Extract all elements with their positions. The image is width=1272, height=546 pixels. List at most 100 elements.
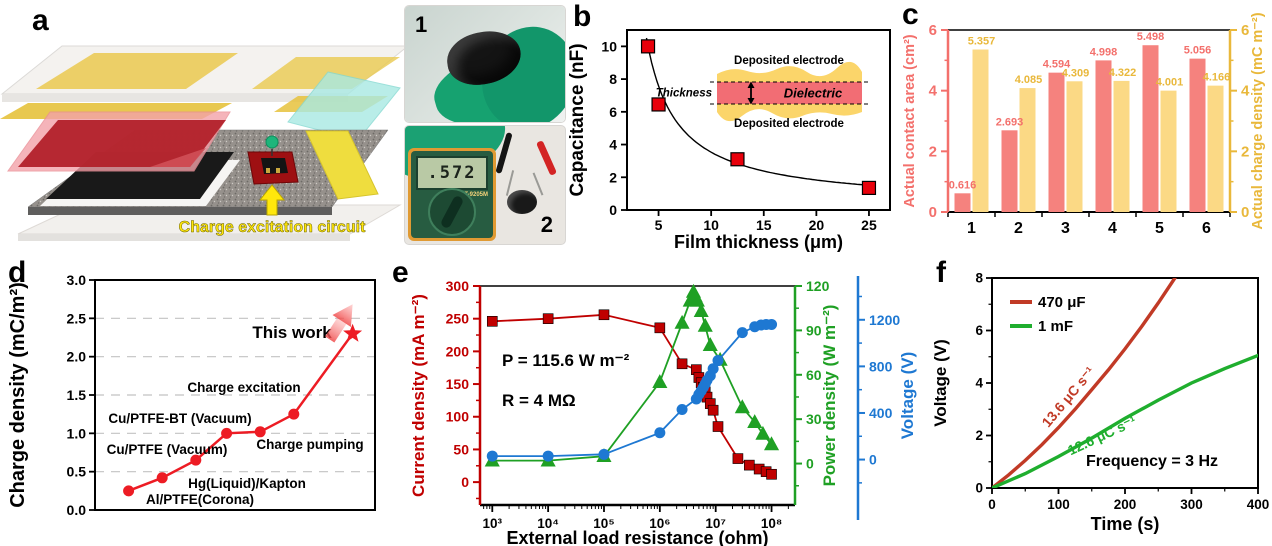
y-tick-label: 4	[1241, 83, 1250, 100]
y-tick-label: 120	[806, 278, 830, 294]
x-tick-label: 5	[655, 217, 663, 233]
capacitor-charging-chart: 0 100 200 300 400 0 2 4 6 8 470 μF 1 mF 13.6 μC s⁻¹1…	[931, 271, 1269, 535]
x-tick-label: 200	[1114, 497, 1137, 512]
data-point	[734, 399, 750, 414]
arrow-head	[747, 98, 755, 105]
data-point	[744, 459, 755, 471]
exploded-stack: Charge excitation circuit	[0, 45, 410, 241]
y-tick-label: 250	[446, 311, 470, 327]
panel-a-label: a	[32, 4, 49, 37]
series-line	[492, 289, 773, 462]
red-probe-tip	[532, 172, 544, 196]
load-resistance-chart: 10³ 10⁴ 10⁵ 10⁶ 10⁷ 10⁸ 0 50 100 150 200 250 300 0 30 6…	[409, 276, 917, 546]
point-annotation: Hg(Liquid)/Kapton	[188, 476, 306, 491]
data-point	[542, 450, 554, 462]
bar	[1142, 45, 1159, 213]
data-point	[861, 180, 877, 196]
device-schematic: Charge excitation circuit	[0, 45, 410, 241]
data-point	[736, 327, 748, 339]
legend-label: 470 μF	[1038, 294, 1086, 311]
sample-disc	[507, 190, 537, 214]
bar	[1048, 72, 1065, 212]
panel-e-label: e	[392, 256, 409, 289]
red-probe	[535, 140, 558, 176]
point-annotation: Charge excitation	[187, 380, 300, 395]
legend-label: 1 mF	[1038, 318, 1073, 335]
trend-arrow-icon	[325, 304, 353, 343]
data-point	[712, 355, 724, 367]
data-point	[766, 468, 777, 480]
bar	[1160, 90, 1177, 212]
y-tick-label: 2	[609, 169, 617, 185]
y-tick-label: 1200	[869, 312, 900, 328]
data-point	[755, 425, 771, 440]
y-tick-label: 6	[1241, 22, 1249, 39]
y-tick-label: 6	[975, 323, 983, 338]
bar	[972, 49, 989, 212]
y-tick-label: 6	[609, 104, 617, 120]
x-tick-label: 10⁷	[705, 516, 726, 531]
annotation: R = 4 MΩ	[502, 391, 576, 410]
y-tick-label: 200	[446, 343, 470, 359]
plot-frame	[626, 29, 891, 211]
data-point	[732, 453, 744, 464]
x-tick-label: 10⁵	[593, 516, 614, 531]
data-point	[693, 303, 709, 317]
data-point	[598, 309, 610, 321]
x-tick-label: 25	[861, 217, 877, 233]
top-electrode-left	[36, 53, 238, 89]
value-label: 4.166	[1203, 72, 1231, 84]
data-point	[707, 363, 719, 375]
y-tick-label: 90	[806, 322, 822, 338]
multimeter-face: .572 DT-9205M	[411, 151, 493, 238]
point-annotation: Cu/PTFE (Vacuum)	[107, 442, 228, 457]
series-group	[992, 278, 1258, 488]
point-annotation: This work	[252, 323, 332, 342]
dielectric-inset: Deposited electrode Deposited electrode Di…	[656, 55, 868, 130]
x-tick-label: 10³	[483, 516, 503, 531]
x-tick-label: 10⁸	[761, 516, 782, 531]
rate-annotation: 12.6 μC s⁻¹	[1065, 413, 1139, 459]
bar	[1019, 88, 1036, 212]
y-tick-label: 0.5	[67, 464, 87, 480]
y-tick-label: 300	[446, 278, 470, 294]
value-label: 4.998	[1090, 46, 1118, 58]
voltage-axis-title: Voltage (V)	[898, 352, 917, 440]
inset-dielectric-label: Dielectric	[784, 86, 843, 101]
panel-c-label: c	[902, 0, 919, 31]
y-axis-title: Voltage (V)	[931, 339, 950, 427]
panel-c: c 0.616 5.357 1 2.693 4.085 2 4.594 4.309 3 4.998…	[900, 0, 1272, 255]
bar	[1207, 85, 1224, 212]
y-axis-title: Capacitance (nF)	[567, 43, 588, 196]
data-point	[697, 317, 713, 332]
photo-sample-pinched: 1	[405, 6, 565, 122]
data-point	[689, 292, 705, 307]
category-label: 5	[1155, 220, 1164, 237]
multimeter: .572 DT-9205M	[408, 148, 496, 241]
frequency-annotation: Frequency = 3 Hz	[1086, 453, 1218, 470]
photo2-number: 2	[540, 212, 553, 237]
photo-multimeter-measurement: .572 DT-9205M 2	[405, 126, 565, 244]
panel-b: b 5 10 15 20 25 0 2 4 6 8 10 Film thickness (μm) Cap…	[565, 0, 900, 255]
pin	[276, 168, 280, 173]
value-label: 4.085	[1015, 74, 1043, 86]
y-tick-label: 0	[929, 204, 937, 221]
y-tick-label: 0	[1241, 204, 1249, 221]
y-tick-label: 10	[601, 38, 617, 54]
y-tick-label: 60	[806, 367, 822, 383]
series-line	[992, 278, 1177, 488]
multimeter-dial	[428, 188, 476, 236]
x-axis-title: Time (s)	[1091, 514, 1160, 534]
y-tick-label: 0	[806, 456, 814, 472]
category-label: 4	[1108, 220, 1117, 237]
y-tick-label: 400	[869, 405, 893, 421]
data-point	[707, 404, 719, 416]
bar	[1113, 80, 1130, 213]
bar	[1066, 81, 1083, 212]
y-tick-label: 2	[975, 428, 983, 443]
x-tick-label: 300	[1180, 497, 1203, 512]
data-point	[764, 436, 780, 451]
data-point	[156, 472, 168, 484]
y-tick-label: 50	[453, 441, 469, 457]
